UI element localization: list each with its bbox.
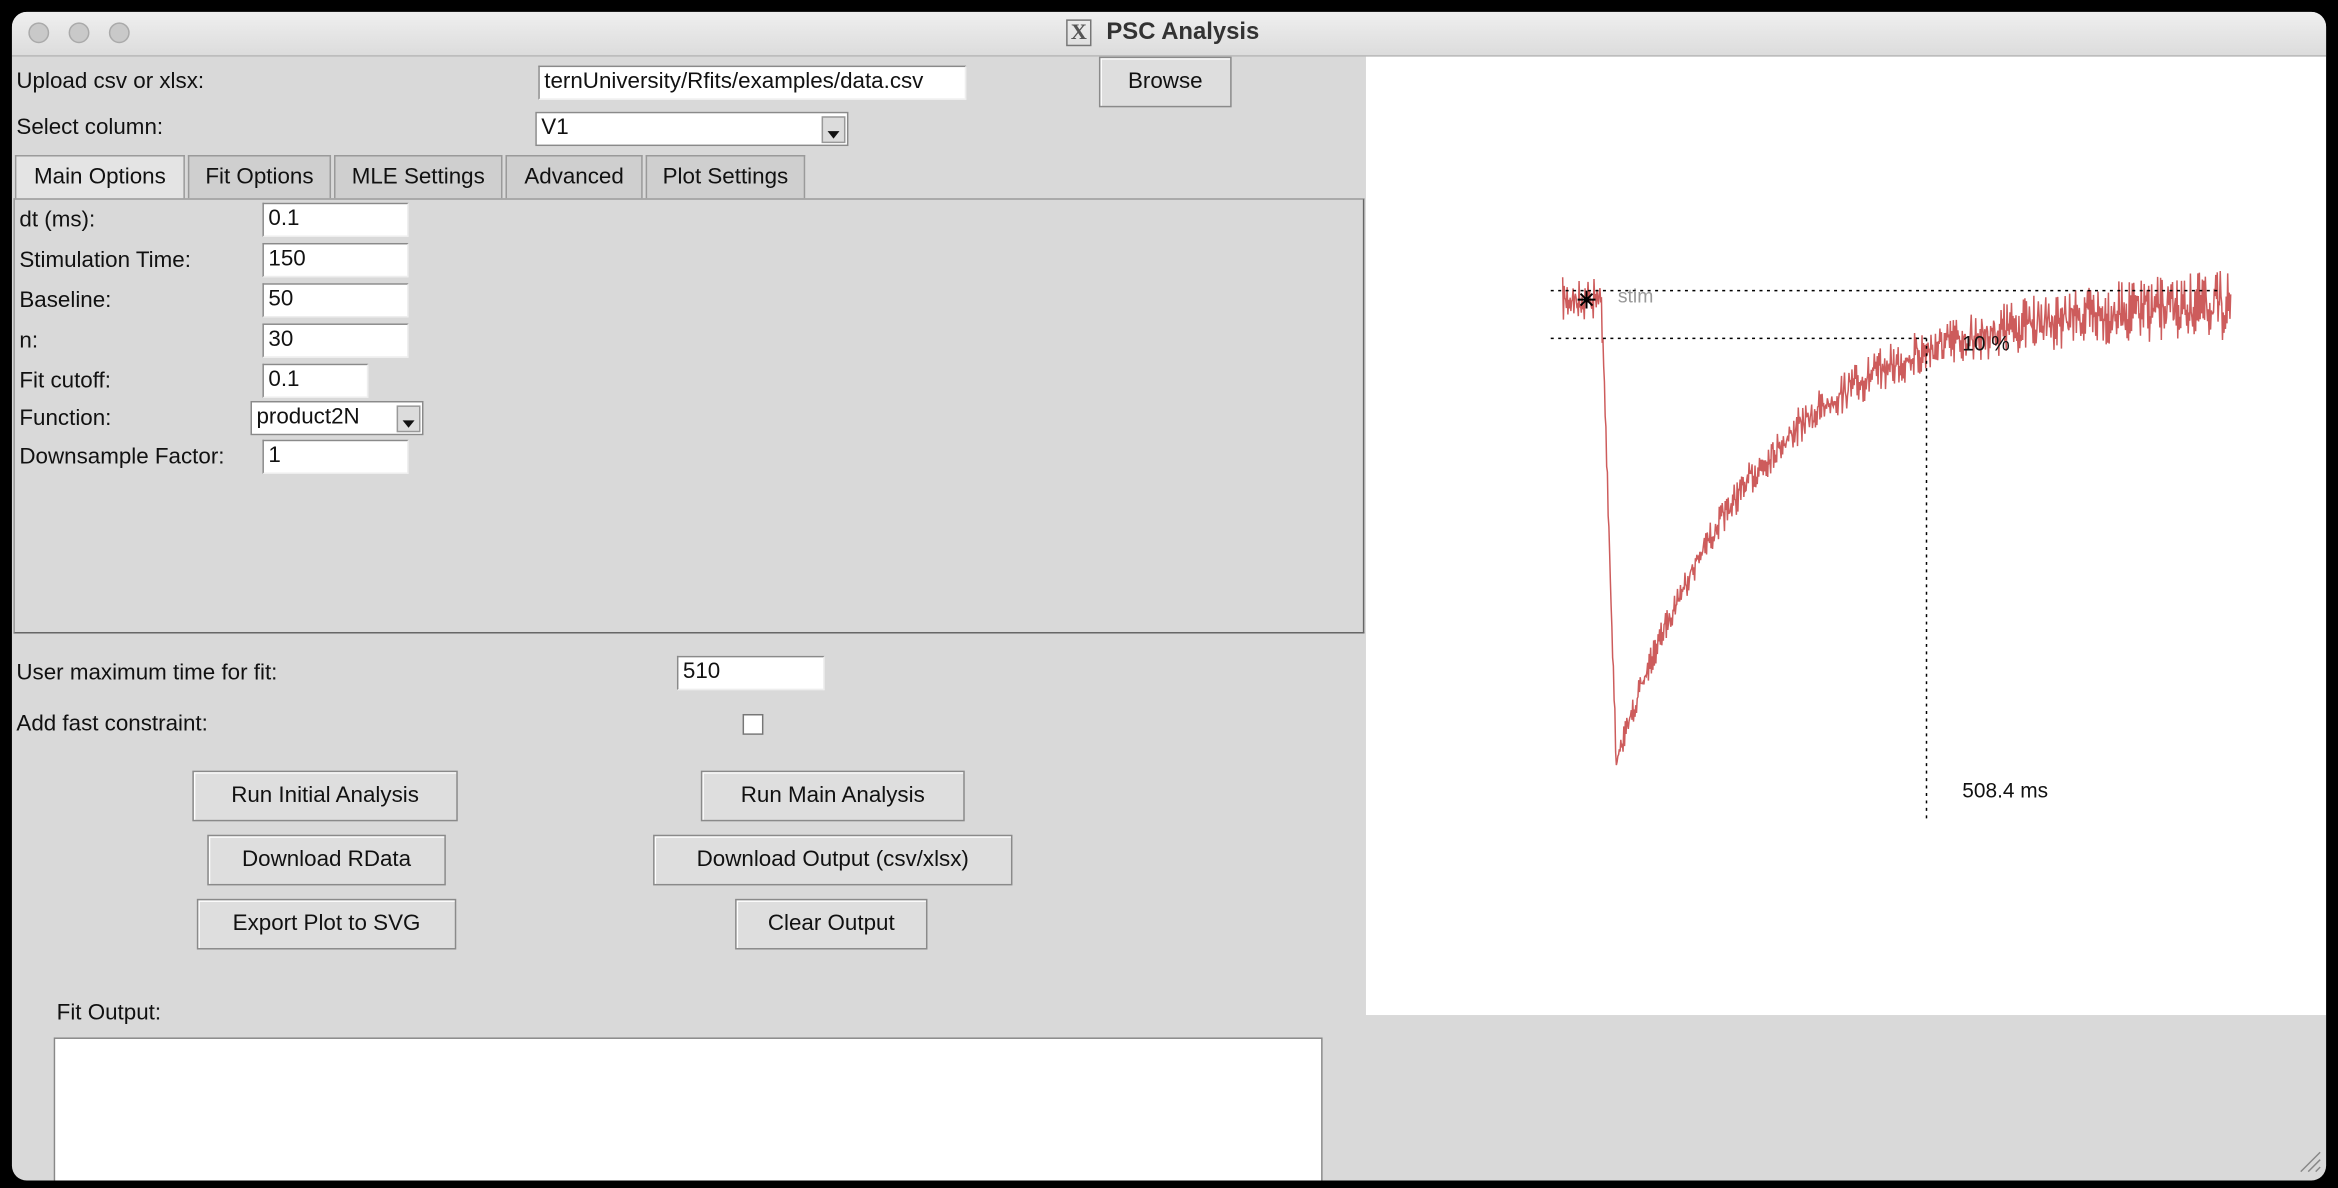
button[interactable]: Download RData (207, 834, 446, 886)
tab[interactable]: Advanced (505, 155, 643, 199)
column-label: Select column: (16, 114, 164, 141)
output-label: Fit Output: (56, 1000, 162, 1026)
field-entry[interactable]: 50 (262, 283, 409, 318)
field-entry[interactable]: 0.1 (262, 363, 369, 398)
column-combobox[interactable]: V1 (535, 111, 849, 147)
tab[interactable]: Plot Settings (645, 155, 806, 199)
browse-button[interactable]: Browse (1098, 56, 1232, 108)
button[interactable]: Download Output (csv/xlsx) (653, 834, 1013, 886)
function-combobox[interactable]: product2N (250, 400, 424, 436)
button[interactable]: Run Main Analysis (700, 770, 965, 822)
column-value: V1 (541, 114, 569, 141)
field-entry[interactable]: 30 (262, 323, 409, 358)
window-title: PSC Analysis (1106, 19, 1260, 45)
max-time-entry[interactable]: 510 (676, 655, 825, 691)
plot-background (1365, 56, 2327, 1016)
field-label: n: (19, 327, 39, 354)
constraint-checkbox[interactable] (742, 713, 764, 735)
field-entry[interactable]: 1 (262, 439, 409, 475)
upload-label: Upload csv or xlsx: (16, 68, 205, 94)
button[interactable]: Run Initial Analysis (192, 770, 458, 822)
function-value: product2N (256, 403, 360, 430)
close-button[interactable] (28, 22, 50, 44)
plot: stim 10 % 508.4 ms (1365, 56, 2327, 1016)
time-label: 508.4 ms (1962, 779, 2048, 802)
field-label: dt (ms): (19, 207, 96, 233)
tab-panel: dt (ms): 0.1 Stimulation Time: 150 Basel… (13, 198, 1365, 634)
field-label: Stimulation Time: (19, 247, 191, 273)
output-textarea[interactable] (53, 1037, 1323, 1181)
file-entry[interactable]: ternUniversity/Rfits/examples/data.csv (538, 65, 967, 100)
trace (1561, 270, 2232, 766)
stim-label: stim (1618, 286, 1654, 308)
dropdown-arrow[interactable] (821, 116, 846, 144)
tab[interactable]: Main Options (14, 155, 185, 202)
threshold-label: 10 % (1962, 332, 2010, 355)
tab[interactable]: Fit Options (187, 155, 332, 199)
constraint-label: Add fast constraint: (16, 711, 208, 737)
button[interactable]: Clear Output (735, 898, 928, 950)
field-label: Function: (19, 405, 112, 431)
stim-marker (1577, 290, 1596, 309)
max-time-label: User maximum time for fit: (16, 660, 278, 686)
button[interactable]: Export Plot to SVG (196, 898, 457, 950)
zoom-button[interactable] (108, 22, 130, 44)
x11-icon: X (1066, 19, 1092, 47)
tab[interactable]: MLE Settings (334, 155, 503, 199)
dropdown-arrow[interactable] (396, 405, 421, 433)
resize-grip[interactable] (2298, 1149, 2322, 1173)
minimize-button[interactable] (68, 22, 90, 44)
field-label: Baseline: (19, 287, 112, 314)
field-entry[interactable]: 150 (262, 242, 409, 278)
window: X PSC Analysis Upload csv or xlsx: ternU… (11, 11, 2327, 1181)
title-bar: X PSC Analysis (11, 11, 2327, 57)
field-label: Downsample Factor: (19, 444, 225, 470)
field-label: Fit cutoff: (19, 368, 111, 394)
field-entry[interactable]: 0.1 (262, 202, 409, 238)
